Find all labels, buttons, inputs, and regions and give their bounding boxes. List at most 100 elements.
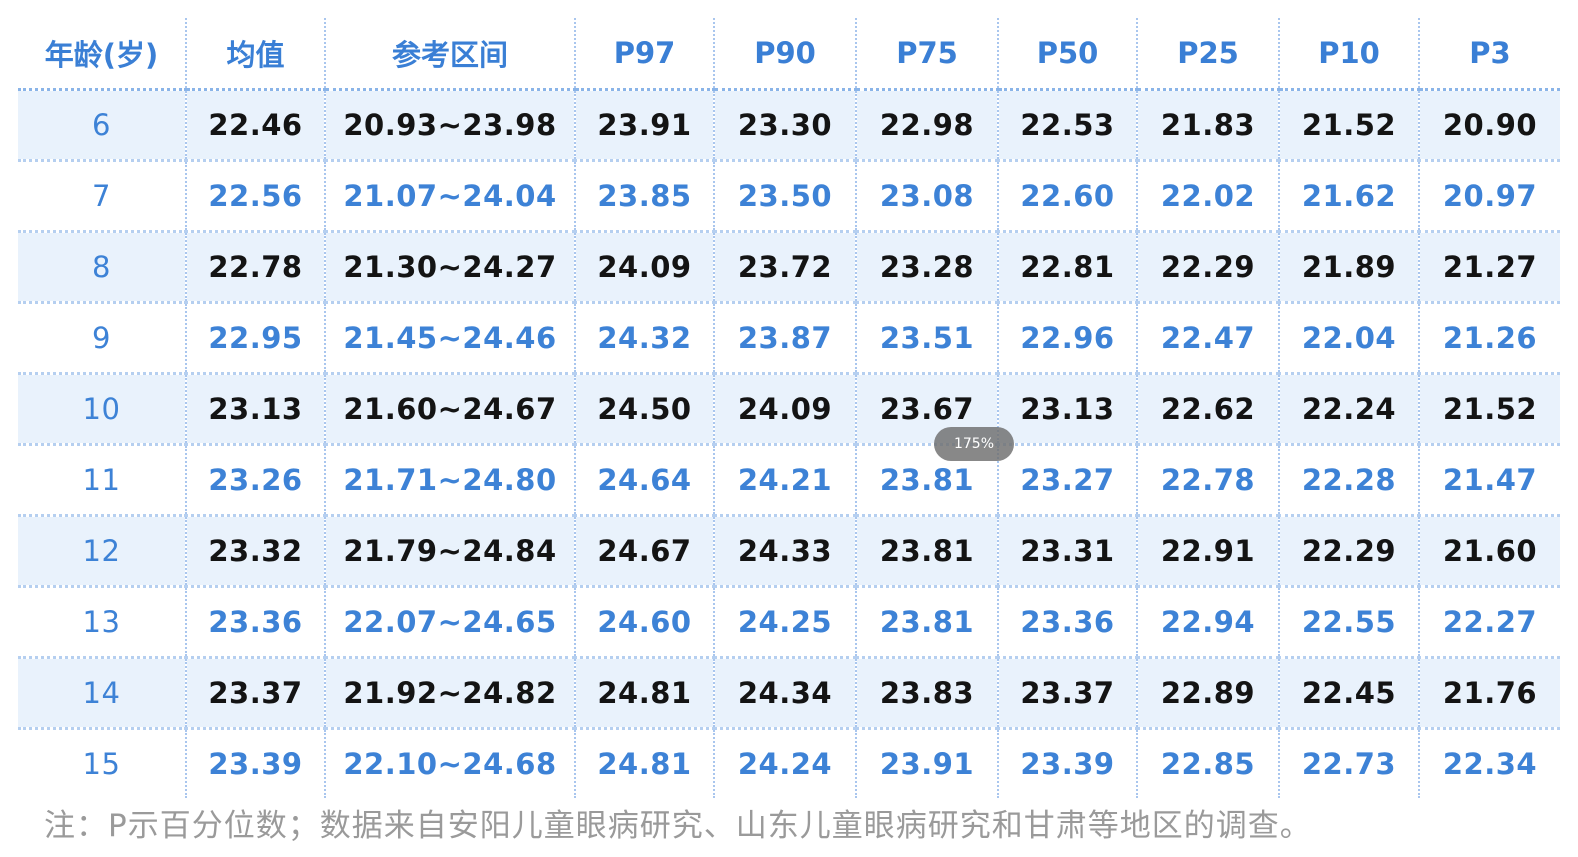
cell-p25: 22.89 — [1136, 657, 1279, 729]
cell-p10: 21.62 — [1278, 160, 1419, 232]
header-row: 年龄(岁) 均值 参考区间 P97 P90 P75 P50 P25 P10 P3 — [18, 18, 1560, 91]
cell-p3: 20.97 — [1418, 160, 1560, 232]
cell-p90: 24.25 — [713, 586, 856, 658]
cell-p97: 24.81 — [574, 657, 714, 729]
header-mean: 均值 — [185, 18, 325, 91]
cell-p90: 24.24 — [713, 728, 856, 798]
cell-p10: 22.28 — [1278, 444, 1419, 516]
header-p75: P75 — [855, 18, 998, 91]
cell-age: 11 — [18, 444, 186, 516]
cell-mean: 22.95 — [185, 302, 325, 374]
cell-p3: 22.27 — [1418, 586, 1560, 658]
cell-p75: 23.81 — [855, 515, 998, 587]
cell-p3: 22.34 — [1418, 728, 1560, 798]
table-row: 11 23.26 21.71~24.80 24.64 24.21 23.81 23.27 22… — [18, 444, 1560, 516]
table-container: 年龄(岁) 均值 参考区间 P97 P90 P75 P50 P25 P10 P3… — [18, 18, 1560, 798]
cell-age: 14 — [18, 657, 186, 729]
cell-p10: 21.89 — [1278, 231, 1419, 303]
table-row: 6 22.46 20.93~23.98 23.91 23.30 22.98 22.53 21.… — [18, 89, 1560, 161]
cell-age: 9 — [18, 302, 186, 374]
cell-p75: 23.08 — [855, 160, 998, 232]
cell-p25: 22.62 — [1136, 373, 1279, 445]
cell-p10: 22.04 — [1278, 302, 1419, 374]
cell-p25: 22.91 — [1136, 515, 1279, 587]
cell-p50: 23.27 — [997, 444, 1137, 516]
cell-p90: 23.87 — [713, 302, 856, 374]
cell-mean: 22.56 — [185, 160, 325, 232]
cell-mean: 23.13 — [185, 373, 325, 445]
header-p3: P3 — [1418, 18, 1560, 91]
cell-p25: 22.02 — [1136, 160, 1279, 232]
cell-age: 10 — [18, 373, 186, 445]
cell-mean: 22.78 — [185, 231, 325, 303]
cell-p25: 22.29 — [1136, 231, 1279, 303]
cell-reference-range: 21.92~24.82 — [324, 657, 575, 729]
cell-p75: 23.28 — [855, 231, 998, 303]
cell-p3: 21.47 — [1418, 444, 1560, 516]
cell-p10: 22.73 — [1278, 728, 1419, 798]
cell-p50: 23.31 — [997, 515, 1137, 587]
cell-p75: 23.51 — [855, 302, 998, 374]
header-p10: P10 — [1278, 18, 1419, 91]
cell-p50: 23.13 — [997, 373, 1137, 445]
cell-p90: 24.09 — [713, 373, 856, 445]
cell-p50: 22.96 — [997, 302, 1137, 374]
cell-reference-range: 21.45~24.46 — [324, 302, 575, 374]
cell-p50: 23.37 — [997, 657, 1137, 729]
cell-p75: 23.81 — [855, 444, 998, 516]
cell-p97: 24.50 — [574, 373, 714, 445]
footnote: 注：P示百分位数；数据来自安阳儿童眼病研究、山东儿童眼病研究和甘肃等地区的调查。 — [44, 808, 1312, 844]
cell-p97: 23.91 — [574, 89, 714, 161]
cell-reference-range: 21.07~24.04 — [324, 160, 575, 232]
table-row: 10 23.13 21.60~24.67 24.50 24.09 23.67 23.13 22… — [18, 373, 1560, 445]
cell-p75: 23.81 — [855, 586, 998, 658]
cell-age: 13 — [18, 586, 186, 658]
cell-reference-range: 22.10~24.68 — [324, 728, 575, 798]
cell-p3: 21.27 — [1418, 231, 1560, 303]
zoom-level-badge: 175% — [934, 427, 1014, 461]
table-row: 13 23.36 22.07~24.65 24.60 24.25 23.81 23.36 22… — [18, 586, 1560, 658]
cell-mean: 23.37 — [185, 657, 325, 729]
cell-p75: 23.91 — [855, 728, 998, 798]
cell-p90: 23.30 — [713, 89, 856, 161]
cell-p3: 20.90 — [1418, 89, 1560, 161]
cell-p25: 22.85 — [1136, 728, 1279, 798]
cell-p3: 21.26 — [1418, 302, 1560, 374]
cell-p97: 24.60 — [574, 586, 714, 658]
cell-p10: 22.55 — [1278, 586, 1419, 658]
cell-reference-range: 21.79~24.84 — [324, 515, 575, 587]
cell-p97: 24.67 — [574, 515, 714, 587]
cell-mean: 23.26 — [185, 444, 325, 516]
cell-p90: 24.21 — [713, 444, 856, 516]
table-row: 12 23.32 21.79~24.84 24.67 24.33 23.81 23.31 22… — [18, 515, 1560, 587]
cell-p25: 22.94 — [1136, 586, 1279, 658]
cell-p75: 23.83 — [855, 657, 998, 729]
header-reference-range: 参考区间 — [324, 18, 575, 91]
table-row: 8 22.78 21.30~24.27 24.09 23.72 23.28 22.81 22.… — [18, 231, 1560, 303]
cell-mean: 23.39 — [185, 728, 325, 798]
table-row: 7 22.56 21.07~24.04 23.85 23.50 23.08 22.60 22.… — [18, 160, 1560, 232]
cell-p25: 22.47 — [1136, 302, 1279, 374]
cell-p3: 21.76 — [1418, 657, 1560, 729]
header-p50: P50 — [997, 18, 1137, 91]
cell-p50: 22.81 — [997, 231, 1137, 303]
cell-p97: 24.81 — [574, 728, 714, 798]
cell-reference-range: 21.71~24.80 — [324, 444, 575, 516]
cell-mean: 23.32 — [185, 515, 325, 587]
header-p25: P25 — [1136, 18, 1279, 91]
cell-p97: 24.32 — [574, 302, 714, 374]
cell-reference-range: 20.93~23.98 — [324, 89, 575, 161]
cell-p50: 23.39 — [997, 728, 1137, 798]
cell-p90: 24.34 — [713, 657, 856, 729]
table-row: 15 23.39 22.10~24.68 24.81 24.24 23.91 23.39 22… — [18, 728, 1560, 798]
cell-p90: 24.33 — [713, 515, 856, 587]
header-p97: P97 — [574, 18, 714, 91]
header-age: 年龄(岁) — [18, 18, 186, 91]
cell-p3: 21.52 — [1418, 373, 1560, 445]
cell-mean: 23.36 — [185, 586, 325, 658]
table-row: 14 23.37 21.92~24.82 24.81 24.34 23.83 23.37 22… — [18, 657, 1560, 729]
cell-p25: 21.83 — [1136, 89, 1279, 161]
cell-p97: 24.09 — [574, 231, 714, 303]
cell-p50: 22.60 — [997, 160, 1137, 232]
cell-p10: 22.24 — [1278, 373, 1419, 445]
